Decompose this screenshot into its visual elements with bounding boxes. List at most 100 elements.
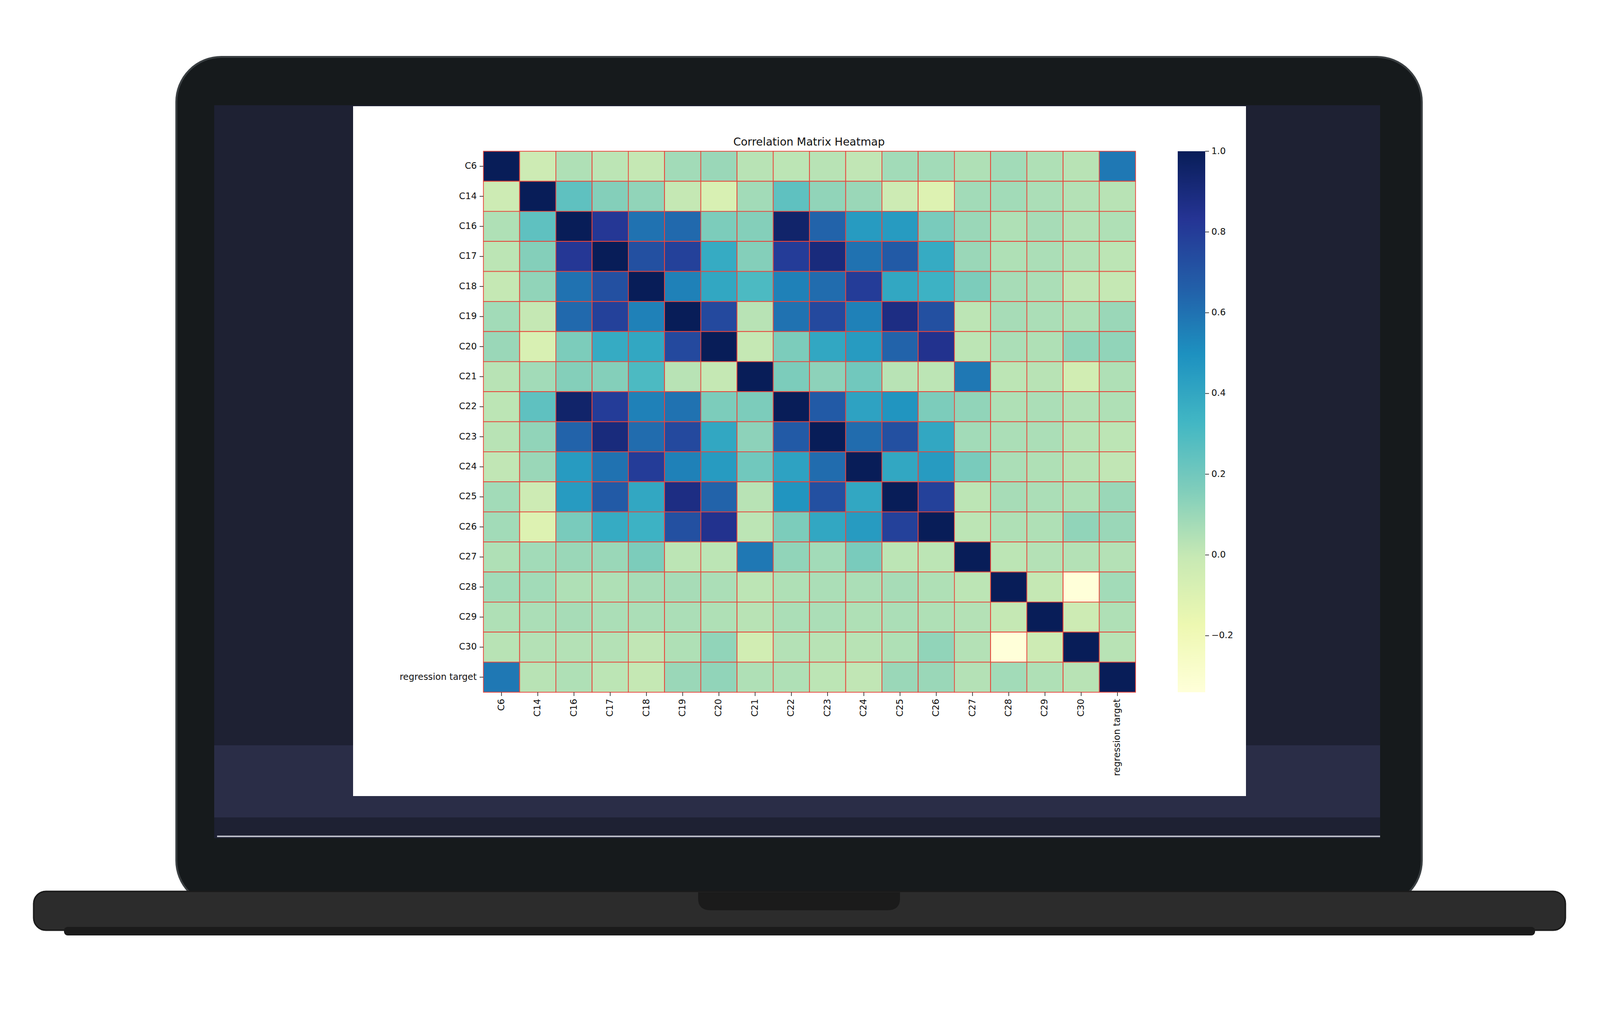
heatmap-cell	[773, 511, 810, 542]
heatmap-cell	[628, 511, 665, 542]
heatmap-cell	[1063, 601, 1100, 632]
heatmap-cell	[591, 391, 628, 422]
heatmap-cell	[918, 151, 955, 182]
heatmap-cell	[845, 571, 882, 602]
heatmap-cell	[664, 151, 701, 182]
heatmap-cell	[773, 211, 810, 242]
heatmap-cell	[591, 662, 628, 692]
colorbar-tick-label: 0.4	[1211, 387, 1226, 398]
heatmap-cell	[773, 481, 810, 512]
heatmap-cell	[628, 451, 665, 482]
x-tick-label: C21	[749, 698, 760, 717]
heatmap-cell	[664, 361, 701, 392]
heatmap-cell	[845, 511, 882, 542]
heatmap-cell	[845, 271, 882, 302]
y-tick-label: C23	[459, 430, 477, 442]
heatmap-cell	[773, 301, 810, 332]
y-tick	[479, 376, 484, 378]
heatmap-cell	[591, 271, 628, 302]
heatmap-cell	[700, 151, 737, 182]
heatmap-cell	[954, 451, 991, 482]
heatmap-cell	[1027, 241, 1064, 272]
heatmap-cell	[918, 511, 955, 542]
colorbar-tick	[1205, 473, 1210, 475]
heatmap-cell	[1099, 271, 1136, 302]
heatmap-cell	[555, 662, 592, 692]
x-tick-label: C22	[785, 698, 796, 717]
heatmap-cell	[990, 211, 1027, 242]
page: Correlation Matrix HeatmapC6C14C16C17C18…	[0, 0, 1600, 1017]
y-tick	[479, 345, 484, 347]
y-tick	[479, 286, 484, 288]
heatmap-cell	[954, 511, 991, 542]
heatmap-cell	[990, 451, 1027, 482]
heatmap-cell	[990, 181, 1027, 211]
heatmap-cell	[773, 601, 810, 632]
heatmap-cell	[954, 331, 991, 362]
heatmap-cell	[519, 361, 556, 392]
heatmap-cell	[555, 301, 592, 332]
colorbar-tick	[1205, 312, 1210, 314]
heatmap-cell	[628, 631, 665, 662]
heatmap-cell	[1099, 631, 1136, 662]
heatmap-cell	[483, 481, 520, 512]
x-tick-label: C20	[712, 698, 724, 717]
heatmap-cell	[555, 571, 592, 602]
heatmap-cell	[483, 421, 520, 452]
heatmap-cell	[628, 271, 665, 302]
y-tick	[479, 586, 484, 588]
x-tick	[1044, 691, 1046, 696]
heatmap-cell	[664, 301, 701, 332]
heatmap-cell	[809, 662, 846, 692]
heatmap-cell	[881, 451, 919, 482]
heatmap-cell	[773, 631, 810, 662]
heatmap-cell	[809, 301, 846, 332]
heatmap-cell	[591, 331, 628, 362]
heatmap-cell	[809, 211, 846, 242]
heatmap-cell	[809, 331, 846, 362]
chart-title: Correlation Matrix Heatmap	[733, 135, 885, 148]
heatmap-cell	[1063, 571, 1100, 602]
x-tick-label: regression target	[1111, 698, 1122, 776]
heatmap-cell	[591, 181, 628, 211]
heatmap-cell	[555, 211, 592, 242]
x-tick	[500, 691, 502, 696]
y-tick	[479, 316, 484, 318]
heatmap-cell	[1063, 361, 1100, 392]
y-tick-label: C16	[459, 220, 477, 231]
heatmap-cell	[954, 631, 991, 662]
heatmap-cell	[664, 662, 701, 692]
heatmap-cell	[555, 451, 592, 482]
y-tick	[479, 226, 484, 228]
heatmap-cell	[954, 271, 991, 302]
y-tick-label: C28	[459, 581, 477, 592]
x-tick-label: C28	[1002, 698, 1014, 717]
heatmap-cell	[483, 451, 520, 482]
heatmap-cell	[664, 241, 701, 272]
heatmap-cell	[700, 181, 737, 211]
heatmap-cell	[1099, 331, 1136, 362]
y-tick	[479, 466, 484, 468]
heatmap-cell	[773, 571, 810, 602]
y-tick-label: C19	[459, 310, 477, 321]
heatmap-cell	[954, 481, 991, 512]
heatmap-cell	[881, 631, 919, 662]
heatmap-cell	[700, 571, 737, 602]
heatmap-cell	[954, 151, 991, 182]
screen-edge	[217, 835, 1381, 837]
heatmap-cell	[591, 511, 628, 542]
heatmap-cell	[700, 451, 737, 482]
heatmap-cell	[519, 301, 556, 332]
heatmap-cell	[519, 181, 556, 211]
heatmap-cell	[918, 241, 955, 272]
heatmap-cell	[1099, 301, 1136, 332]
y-tick-label: C14	[459, 190, 477, 201]
heatmap-cell	[1099, 451, 1136, 482]
x-tick	[682, 691, 684, 696]
heatmap-cell	[773, 331, 810, 362]
heatmap-cell	[736, 421, 773, 452]
heatmap-cell	[809, 541, 846, 572]
heatmap-cell	[628, 481, 665, 512]
x-tick	[863, 691, 865, 696]
x-tick	[1117, 691, 1119, 696]
